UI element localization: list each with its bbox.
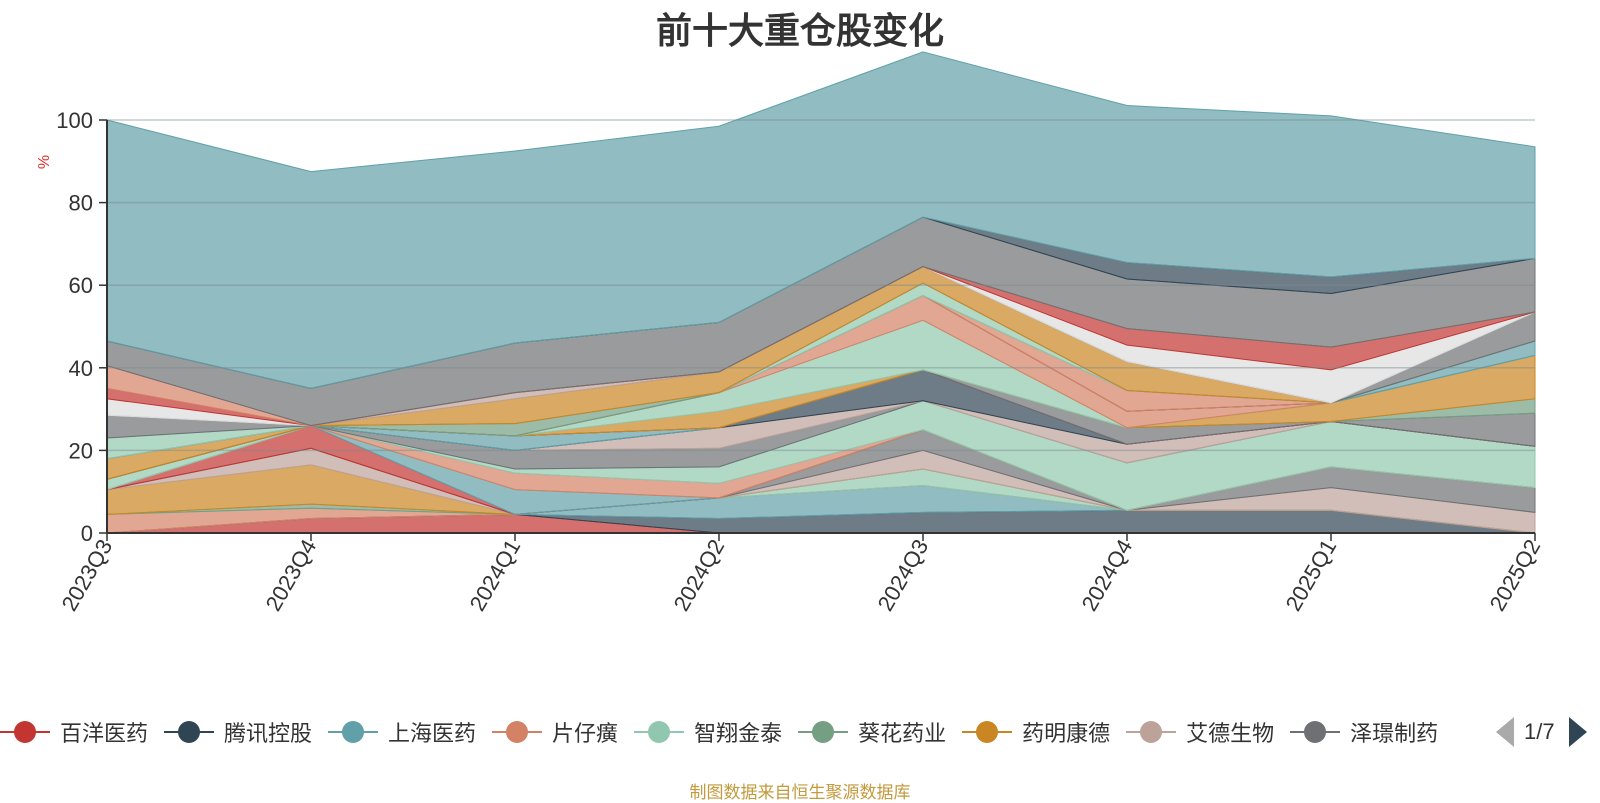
area-series-39 xyxy=(106,51,1536,389)
y-tick-label: 0 xyxy=(81,521,93,546)
legend-item[interactable]: 智翔金泰 xyxy=(634,712,782,752)
legend-item[interactable]: 药明康德 xyxy=(962,712,1110,752)
legend-prev-page-icon[interactable] xyxy=(1496,717,1514,747)
legend-label: 葵花药业 xyxy=(858,721,947,746)
x-tick-label: 2024Q4 xyxy=(1077,535,1138,615)
legend-label: 智翔金泰 xyxy=(694,721,783,746)
legend-marker-icon xyxy=(962,720,1013,744)
y-tick-label: 80 xyxy=(69,191,93,216)
legend-item[interactable]: 百洋医药 xyxy=(0,712,148,752)
data-source-footer: 制图数据来自恒生聚源数据库 xyxy=(689,783,911,802)
legend-page-label: 1/7 xyxy=(1524,719,1555,744)
x-tick-label: 2025Q2 xyxy=(1485,535,1546,615)
legend-label: 艾德生物 xyxy=(1186,721,1275,746)
legend-item[interactable]: 腾讯控股 xyxy=(164,712,312,752)
legend-marker-icon xyxy=(1290,720,1341,744)
legend-label: 腾讯控股 xyxy=(224,721,313,746)
legend-next-page-icon[interactable] xyxy=(1568,717,1587,747)
legend: 百洋医药 腾讯控股 上海医药 片仔癀 智翔金泰 葵花药业 药明康德 艾德生物 泽璟制药 xyxy=(0,712,1490,752)
x-tick-label: 2025Q1 xyxy=(1281,535,1342,615)
legend-marker-icon xyxy=(328,720,379,744)
legend-item[interactable]: 片仔癀 xyxy=(492,712,618,752)
legend-marker-icon xyxy=(0,720,50,744)
legend-marker-icon xyxy=(164,720,215,744)
legend-marker-icon xyxy=(798,720,849,744)
y-tick-label: 40 xyxy=(69,356,93,381)
legend-item[interactable]: 葵花药业 xyxy=(798,712,946,752)
y-axis-unit: % xyxy=(36,155,53,169)
legend-item[interactable]: 艾德生物 xyxy=(1126,712,1274,752)
legend-label: 片仔癀 xyxy=(552,721,619,746)
y-tick-label: 100 xyxy=(56,108,93,133)
x-tick-label: 2023Q4 xyxy=(261,535,322,615)
legend-marker-icon xyxy=(634,720,685,744)
legend-marker-icon xyxy=(1126,720,1177,744)
legend-pager: 1/7 xyxy=(1496,714,1587,750)
x-tick-label: 2023Q3 xyxy=(57,535,118,615)
x-tick-label: 2024Q2 xyxy=(669,535,730,615)
legend-item[interactable]: 泽璟制药 xyxy=(1290,712,1438,752)
y-tick-label: 20 xyxy=(69,438,93,463)
x-tick-label: 2024Q1 xyxy=(465,535,526,615)
legend-item[interactable]: 上海医药 xyxy=(328,712,476,752)
y-tick-label: 60 xyxy=(69,273,93,298)
chart-title: 前十大重仓股变化 xyxy=(655,10,944,51)
legend-label: 药明康德 xyxy=(1022,721,1111,746)
legend-marker-icon xyxy=(492,720,543,744)
area-series xyxy=(106,51,1536,534)
legend-label: 上海医药 xyxy=(388,721,477,746)
x-tick-label: 2024Q3 xyxy=(873,535,934,615)
legend-label: 百洋医药 xyxy=(60,721,149,746)
legend-label: 泽璟制药 xyxy=(1350,721,1439,746)
